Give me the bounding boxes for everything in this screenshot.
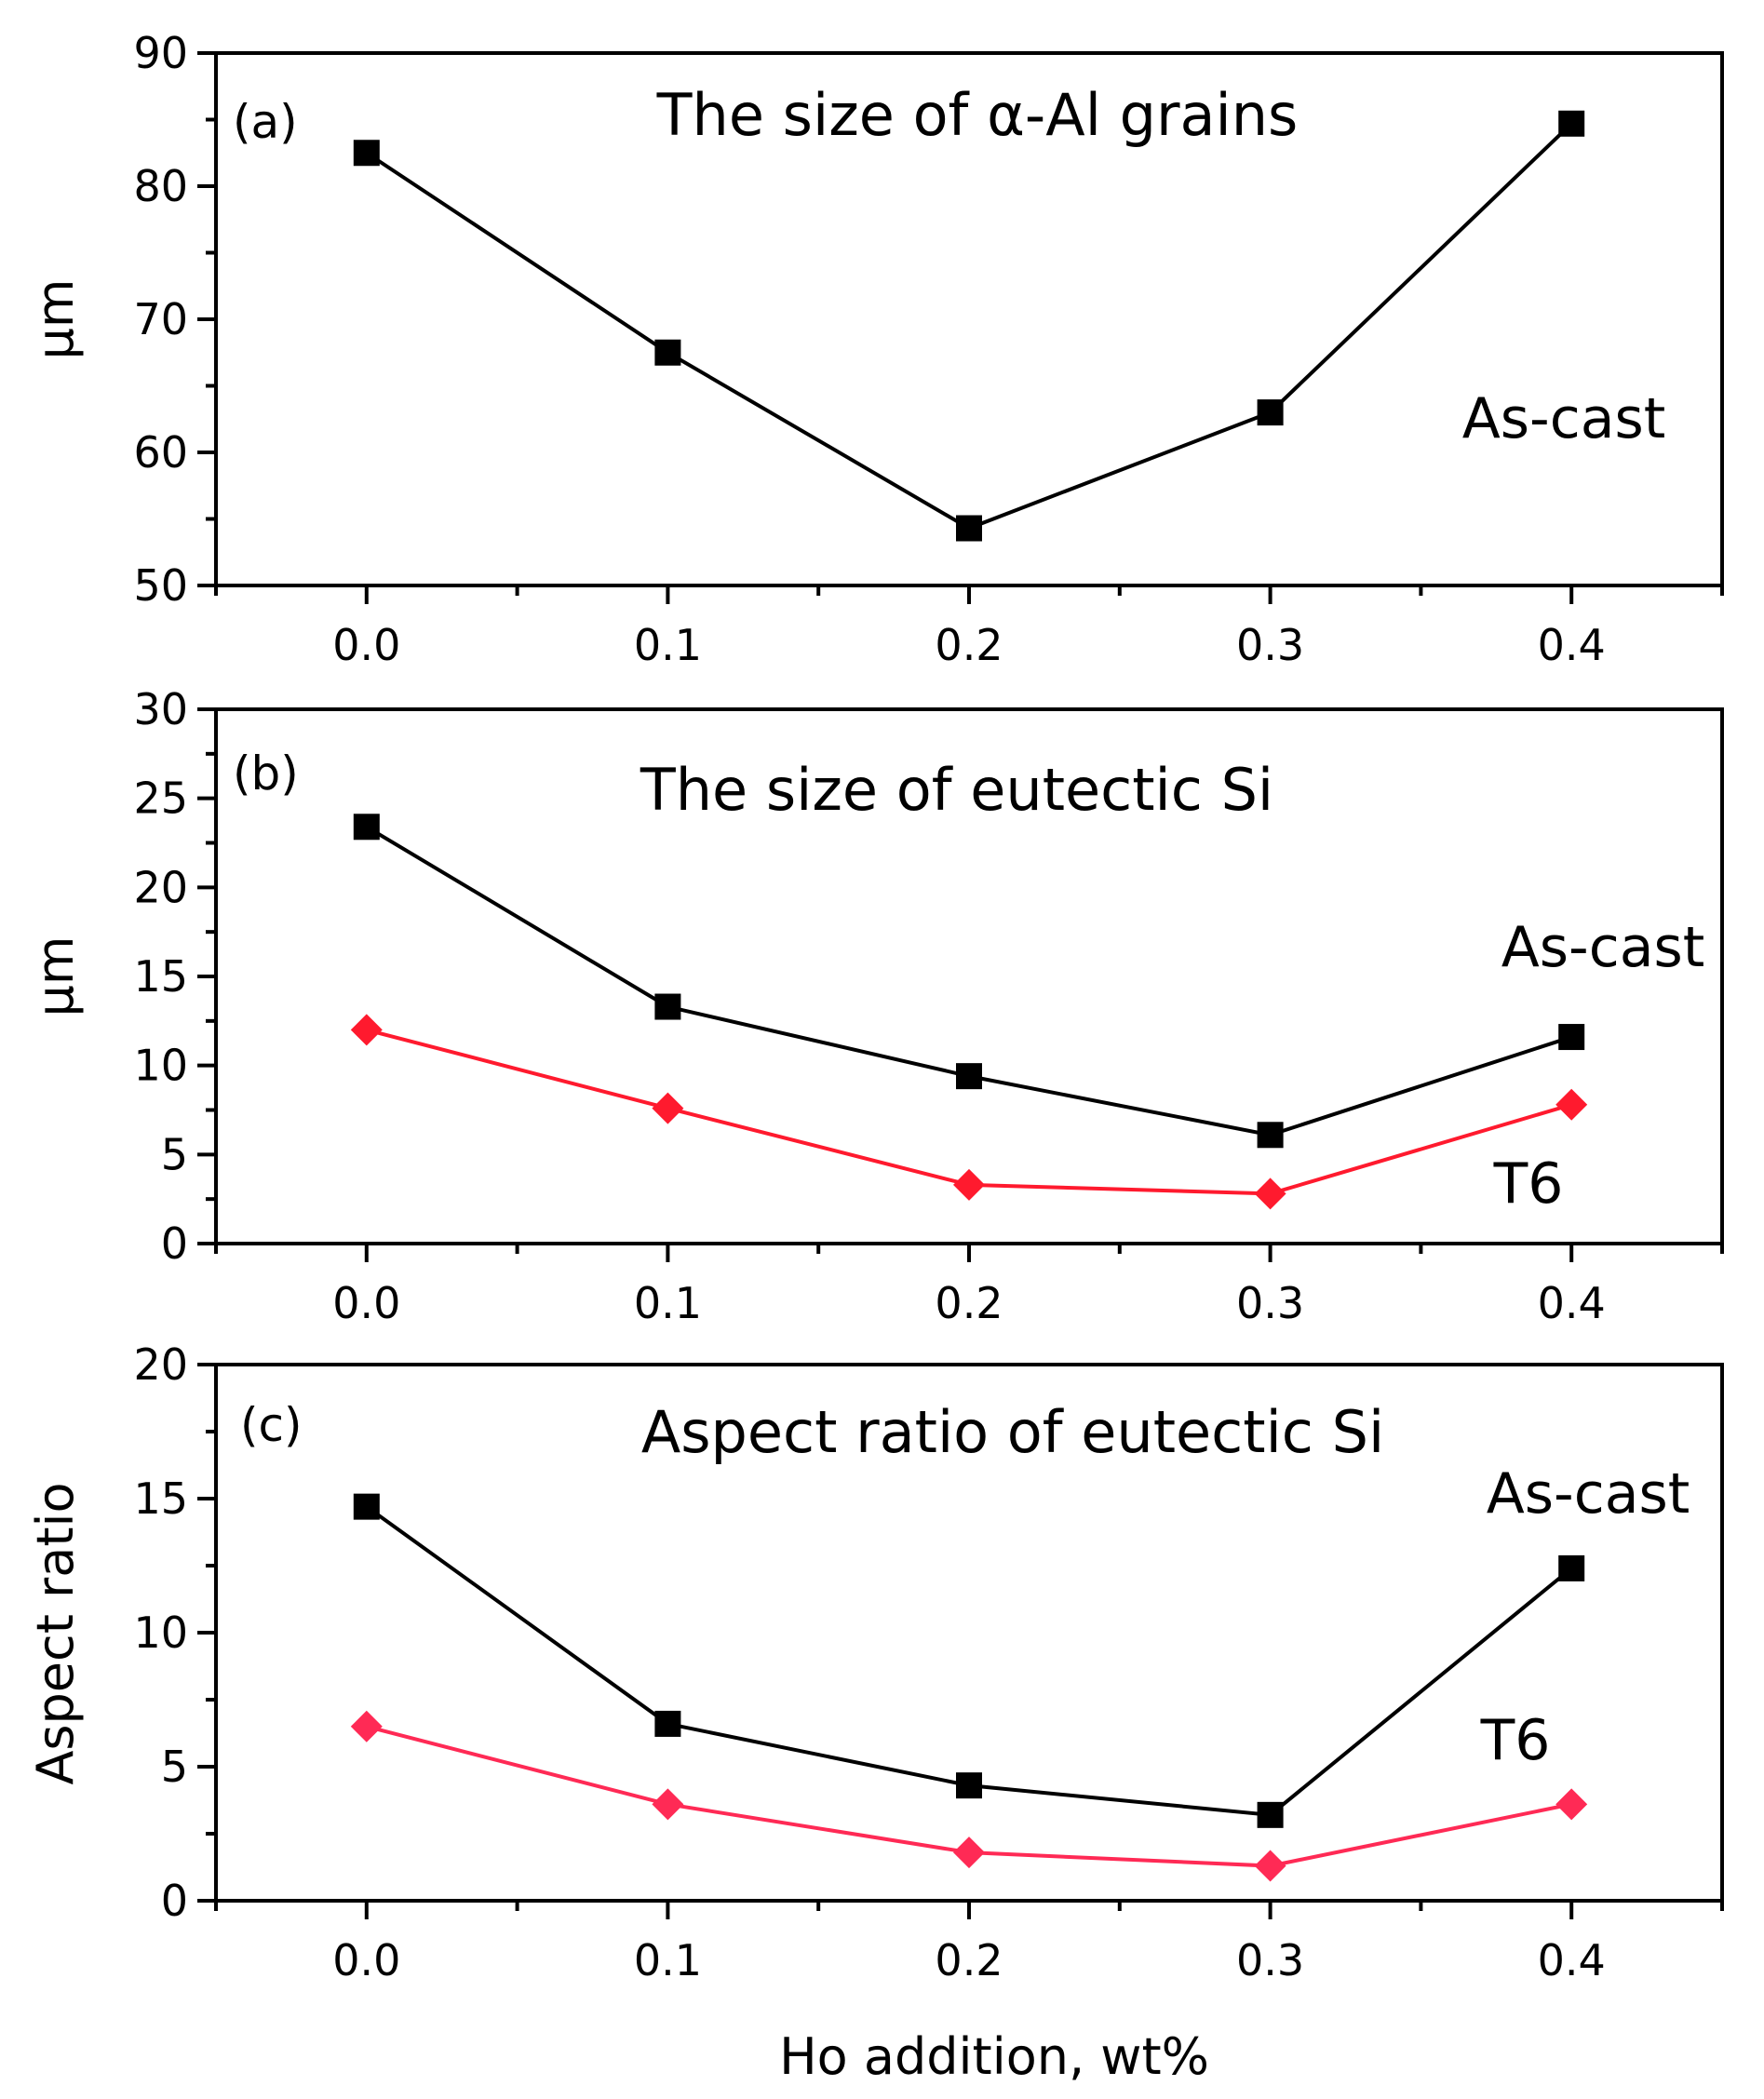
panel-b-ytick-label: 20 [133, 862, 188, 912]
panel-c-axes: 0 5 10 15 20 0.0 0.1 0.2 0.3 0.4 [133, 1339, 1724, 1985]
panel-a-ytick-label: 70 [133, 294, 188, 344]
panel-c-xlabel: Ho addition, wt% [779, 2027, 1209, 2086]
panel-a-title: The size of α-Al grains [656, 81, 1299, 149]
panel-b-ylabel: μm [26, 936, 85, 1017]
panel-a-series-as-cast-line [365, 122, 1573, 531]
panel-c-ytick-label: 5 [161, 1742, 188, 1792]
panel-b-series-t6-point [350, 1014, 383, 1046]
panel-c-label: (c) [240, 1398, 303, 1452]
panel-b-series-t6-point [953, 1168, 985, 1201]
panel-b-title: The size of eutectic Si [640, 756, 1273, 824]
panel-c-xtick-label: 0.2 [935, 1935, 1003, 1985]
panel-b-xtick-label: 0.3 [1236, 1278, 1304, 1328]
panel-c-series-as-cast-line [365, 1505, 1573, 1817]
panel-c-series-as-cast-point [1558, 1554, 1585, 1581]
panel-b-label: (b) [233, 747, 299, 801]
panel-a-ytick-label: 90 [133, 28, 188, 78]
panel-c-series-t6-point [652, 1788, 684, 1821]
panel-b-series-as-cast-point [353, 814, 380, 841]
panel-b-xtick-label: 0.2 [935, 1278, 1003, 1328]
panel-c-ylabel: Aspect ratio [26, 1482, 85, 1784]
panel-b-ytick-label: 30 [133, 684, 188, 734]
panel-b-series-as-cast-point [1257, 1122, 1284, 1149]
panel-c-label-t6: T6 [1480, 1708, 1551, 1773]
panel-c-title: Aspect ratio of eutectic Si [641, 1398, 1384, 1466]
panel-a-label: (a) [233, 95, 298, 149]
panel-a-ytick-label: 60 [133, 427, 188, 478]
panel-c-xtick-label: 0.4 [1538, 1935, 1606, 1985]
panel-a-series-as-cast-point [956, 515, 982, 542]
panel-a-series-as-cast-point [654, 339, 681, 366]
panel-a-xtick-label: 0.2 [935, 620, 1003, 670]
panel-b-xtick-label: 0.0 [332, 1278, 400, 1328]
panel-b-series-t6-point [1555, 1088, 1588, 1121]
panel-b-marks [350, 814, 1588, 1210]
panel-a-xtick-label: 0.3 [1236, 620, 1304, 670]
panel-b: 0 5 10 15 20 25 30 0.0 0.1 0.2 0.3 0.4 (b) The size… [26, 684, 1724, 1328]
panel-b-series-as-cast-point [956, 1063, 982, 1090]
panel-c-series-as-cast-point [1257, 1801, 1284, 1828]
panel-b-label-as-cast: As-cast [1501, 915, 1705, 980]
panel-a-label-as-cast: As-cast [1462, 386, 1666, 451]
panel-b-axes: 0 5 10 15 20 25 30 0.0 0.1 0.2 0.3 0.4 [133, 684, 1724, 1328]
panel-b-ytick-label: 15 [133, 951, 188, 1002]
panel-b-series-as-cast-point [1558, 1024, 1585, 1051]
panel-b-label-t6: T6 [1493, 1151, 1564, 1217]
panel-c-xtick-label: 0.0 [332, 1935, 400, 1985]
panel-a-axes: 50 60 70 80 90 0.0 0.1 0.2 0.3 0.4 [133, 28, 1724, 670]
panel-a-marks [353, 110, 1585, 542]
panel-b-series-t6-point [652, 1092, 684, 1124]
panel-a-ytick-label: 80 [133, 161, 188, 211]
panel-a-ylabel: μm [26, 279, 85, 360]
panel-a-ytick-label: 50 [133, 560, 188, 611]
panel-c-ytick-label: 10 [133, 1608, 188, 1658]
panel-b-ytick-label: 25 [133, 774, 188, 824]
panel-b-series-t6-point [1254, 1177, 1286, 1210]
panel-a-series-as-cast-point [1257, 399, 1284, 426]
panel-c-xtick-label: 0.3 [1236, 1935, 1304, 1985]
panel-b-ytick-label: 0 [161, 1218, 188, 1269]
panel-c-ytick-label: 15 [133, 1473, 188, 1524]
panel-c-series-as-cast-point [956, 1772, 982, 1799]
panel-c-series-t6-point [1254, 1850, 1286, 1882]
panel-a-series-as-cast-point [1558, 110, 1585, 137]
panel-a-series-as-cast-point [353, 140, 380, 167]
panel-c-series-t6-point [953, 1837, 985, 1869]
panel-a: 50 60 70 80 90 0.0 0.1 0.2 0.3 0.4 (a) The size o… [26, 28, 1724, 670]
panel-c-xtick-label: 0.1 [634, 1935, 702, 1985]
panel-c-series-t6-point [350, 1710, 383, 1742]
panel-b-ytick-label: 5 [161, 1129, 188, 1179]
panel-c-ytick-label: 20 [133, 1339, 188, 1390]
panel-b-xtick-label: 0.4 [1538, 1278, 1606, 1328]
panel-b-xtick-label: 0.1 [634, 1278, 702, 1328]
panel-b-series-as-cast-point [654, 993, 681, 1020]
panel-a-xtick-label: 0.0 [332, 620, 400, 670]
panel-c-series-t6-point [1555, 1788, 1588, 1821]
panel-c-series-as-cast-point [353, 1493, 380, 1520]
panel-a-xtick-label: 0.4 [1538, 620, 1606, 670]
panel-c-label-as-cast: As-cast [1487, 1461, 1690, 1527]
panel-c-marks [350, 1493, 1588, 1882]
panel-a-xtick-label: 0.1 [634, 620, 702, 670]
panel-c: 0 5 10 15 20 0.0 0.1 0.2 0.3 0.4 (c) Aspect ratio… [26, 1339, 1724, 2086]
panel-c-series-as-cast-point [654, 1710, 681, 1737]
panel-c-ytick-label: 0 [161, 1876, 188, 1926]
panel-b-ytick-label: 10 [133, 1041, 188, 1091]
